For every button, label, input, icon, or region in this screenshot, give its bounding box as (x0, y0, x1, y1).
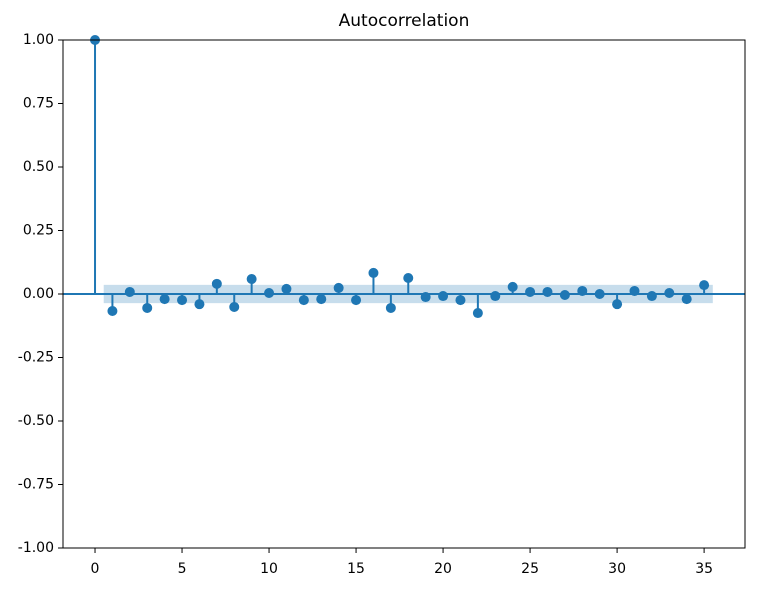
stem-marker (664, 287, 675, 298)
stem-marker (368, 267, 379, 278)
y-tick-label: 0.75 (23, 96, 54, 112)
stem-marker (124, 286, 135, 297)
chart-title: Autocorrelation (339, 11, 470, 31)
stem-marker (612, 299, 623, 310)
y-tick-label: -1.00 (18, 540, 54, 556)
y-tick-label: 0.25 (23, 223, 54, 239)
stem-marker (681, 294, 692, 305)
stem-marker (420, 292, 431, 303)
x-tick-label: 25 (521, 561, 539, 577)
x-tick-label: 5 (178, 561, 187, 577)
x-tick-label: 0 (91, 561, 100, 577)
x-tick-label: 15 (347, 561, 365, 577)
stem-marker (351, 295, 362, 306)
stem-marker (177, 295, 188, 306)
stem-marker (699, 280, 710, 291)
y-tick-label: 1.00 (23, 32, 54, 48)
y-tick-label: -0.25 (18, 350, 54, 366)
stem-marker (542, 286, 553, 297)
stem-marker (194, 299, 205, 310)
stem-marker (333, 282, 344, 293)
stem-marker (281, 283, 292, 294)
stem-marker (246, 274, 257, 285)
stem-marker (316, 294, 327, 305)
stem-marker (559, 290, 570, 301)
stem-marker (403, 272, 414, 283)
stem-marker (577, 285, 588, 296)
stem-marker (490, 291, 501, 302)
stem-marker (629, 285, 640, 296)
stem-marker (507, 281, 518, 292)
x-tick-label: 30 (608, 561, 626, 577)
stem-marker (438, 291, 449, 302)
stem-marker (525, 286, 536, 297)
stem-marker (229, 301, 240, 312)
stem-marker (455, 295, 466, 306)
plot-frame (62, 39, 746, 549)
y-tick-label: -0.50 (18, 413, 54, 429)
stem-marker (211, 278, 222, 289)
y-tick-label: 0.50 (23, 159, 54, 175)
stem-marker (107, 306, 118, 317)
stem-marker (385, 302, 396, 313)
y-tick-label: 0.00 (23, 286, 54, 302)
stem-marker (142, 302, 153, 313)
stem-marker (594, 289, 605, 299)
x-tick-label: 20 (434, 561, 452, 577)
stem-marker (264, 287, 275, 298)
x-tick-label: 35 (695, 561, 713, 577)
x-tick-label: 10 (260, 561, 278, 577)
stem-marker (298, 295, 309, 306)
y-tick-label: -0.75 (18, 477, 54, 493)
stem-marker (646, 291, 657, 302)
stem-marker (159, 294, 170, 305)
stem-marker (472, 308, 483, 319)
